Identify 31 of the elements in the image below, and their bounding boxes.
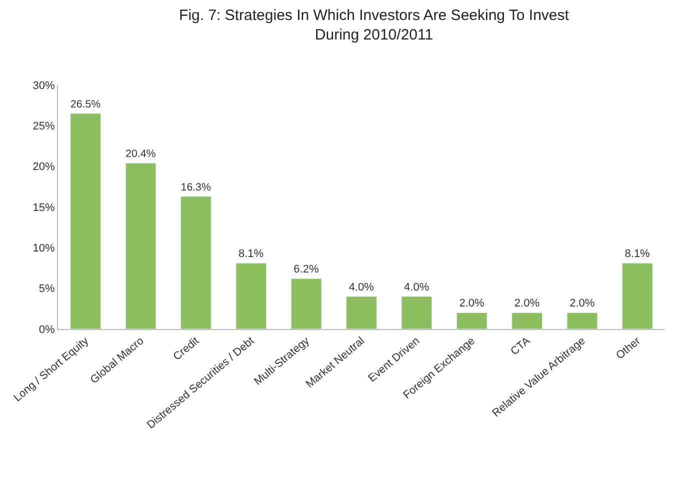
y-tick-label: 25% — [32, 120, 56, 133]
bar — [346, 296, 377, 329]
bar — [125, 162, 156, 329]
bar — [512, 312, 542, 329]
data-label: 4.0% — [348, 281, 374, 294]
data-label: 6.2% — [294, 264, 319, 276]
y-tick-label: 0% — [38, 324, 56, 336]
bar — [236, 262, 267, 329]
data-label: 16.3% — [180, 182, 212, 194]
data-label: 2.0% — [459, 298, 485, 310]
y-tick-label: 5% — [38, 283, 56, 296]
bar — [456, 312, 488, 329]
data-label: 8.1% — [624, 248, 650, 260]
y-tick-label: 30% — [32, 80, 56, 92]
bar — [622, 262, 653, 329]
data-label: 2.0% — [570, 298, 595, 310]
bar — [566, 312, 598, 329]
data-label: 8.1% — [238, 248, 264, 260]
data-label: 20.4% — [126, 148, 156, 160]
bar — [401, 296, 432, 329]
x-tick-label: CTA — [508, 334, 534, 358]
y-tick-label: 15% — [32, 202, 56, 214]
data-label: 26.5% — [70, 98, 102, 111]
y-tick-label: 10% — [32, 242, 56, 255]
chart-title: Fig. 7: Strategies In Which Investors Are Seeking To Invest During 2010/2011 — [179, 7, 570, 44]
bar — [290, 278, 322, 329]
bar — [180, 196, 212, 329]
data-label: 4.0% — [404, 281, 430, 294]
bar — [70, 113, 102, 329]
y-tick-label: 20% — [32, 161, 56, 174]
data-label: 2.0% — [514, 298, 540, 310]
